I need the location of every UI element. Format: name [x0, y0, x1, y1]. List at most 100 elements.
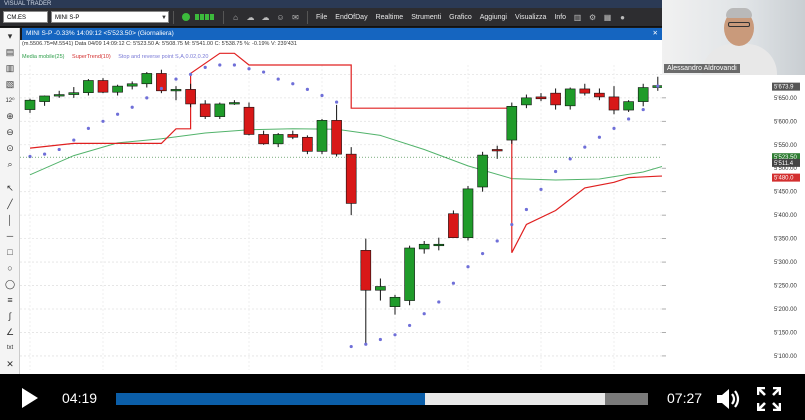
connection-status-icon[interactable]	[195, 12, 217, 23]
cloud-icon[interactable]: ☁	[246, 12, 255, 22]
market-code-field[interactable]: CM.ES	[3, 11, 48, 23]
menu-grafico[interactable]: Grafico	[449, 13, 472, 21]
chart-area[interactable]: (m.5506.75=M.5541) Data 04/09 14:09:12 C…	[20, 40, 693, 374]
sar-point	[539, 187, 543, 191]
candle-body	[506, 105, 518, 141]
presenter-name: Alessandro Aldrovandi	[664, 64, 740, 73]
interval-icon[interactable]: 12⁰	[5, 97, 15, 104]
candle-body	[83, 80, 94, 93]
columns-icon[interactable]: ▧	[5, 78, 15, 89]
candle-body	[185, 89, 196, 105]
main-toolbar: CM.ES MINI S-P ▼ ⌂ ☁ ☁ ☺ ✉ File EndOfDay…	[0, 8, 662, 27]
price-chart[interactable]	[20, 40, 693, 374]
vertical-line-icon[interactable]: │	[7, 215, 13, 225]
user-icon[interactable]: ●	[620, 12, 625, 22]
price-axis[interactable]: 5'650.00 5'600.00 5'550.00 5'500.00 5'450.00…	[662, 75, 805, 375]
volume-icon[interactable]	[716, 387, 742, 411]
sar-point	[349, 344, 353, 349]
candle-body	[608, 96, 620, 111]
menu-visualizza[interactable]: Visualizza	[514, 13, 547, 21]
sar-point	[28, 154, 32, 159]
candle-body	[594, 92, 605, 98]
presenter-hair	[726, 8, 752, 18]
candle	[199, 100, 211, 119]
person-icon[interactable]: ☺	[276, 12, 285, 22]
supertrend-line	[29, 52, 673, 253]
home-icon[interactable]: ⌂	[233, 12, 238, 22]
candle-body	[564, 88, 576, 107]
candle	[389, 294, 401, 315]
freehand-icon[interactable]: ∫	[8, 311, 12, 321]
chart-tab-close-icon[interactable]: ✕	[652, 30, 658, 37]
axis-tick-label: 5'300.00	[774, 260, 797, 266]
ellipse-icon[interactable]: ○	[7, 263, 13, 273]
zoom-out-icon[interactable]: ⊖	[6, 126, 14, 137]
menu-strumenti[interactable]: Strumenti	[411, 13, 442, 21]
cursor-icon[interactable]: ↖	[6, 182, 14, 193]
candle	[477, 151, 488, 192]
menu-endofday[interactable]: EndOfDay	[335, 13, 368, 21]
menu-file[interactable]: File	[316, 13, 328, 21]
angle-icon[interactable]: ∠	[5, 326, 15, 337]
menu-aggiungi[interactable]: Aggiungi	[479, 13, 507, 21]
candle-body	[112, 85, 123, 93]
delete-drawings-icon[interactable]: ✕	[6, 358, 14, 369]
seek-bar[interactable]	[116, 393, 648, 405]
candle-body	[404, 247, 415, 301]
ohlc-info-bar: (m.5506.75=M.5541) Data 04/09 14:09:12 C…	[22, 41, 297, 47]
candle-body	[623, 101, 634, 111]
legend-supertrend[interactable]: SuperTrend(10)	[72, 54, 111, 60]
chart-tab[interactable]: MINI S-P -0.33% 14:09:12 <5'523.50> (Gio…	[22, 28, 662, 40]
fullscreen-icon[interactable]	[757, 387, 781, 411]
sar-point	[72, 138, 76, 142]
sar-point	[43, 152, 47, 156]
collapse-icon[interactable]: ▾	[7, 30, 13, 41]
zoom-in-icon[interactable]: ⊕	[6, 110, 14, 121]
zoom-fit-icon[interactable]: ⊙	[6, 142, 14, 153]
play-icon[interactable]	[20, 388, 40, 408]
fibonacci-icon[interactable]: ≡	[7, 295, 13, 305]
cloud-download-icon[interactable]: ☁	[261, 12, 270, 22]
text-tool-icon[interactable]: txt	[6, 345, 14, 351]
trendline-icon[interactable]: ╱	[7, 198, 13, 209]
sar-point	[232, 63, 236, 67]
candle	[345, 147, 357, 216]
sar-point	[159, 86, 163, 91]
chat-icon[interactable]: ✉	[292, 12, 299, 22]
moving-average-line	[29, 128, 688, 181]
legend-moving-average[interactable]: Media mobile(25)	[22, 54, 65, 60]
sar-point	[320, 93, 324, 98]
candle-body	[68, 92, 80, 95]
horizontal-line-icon[interactable]: ─	[6, 231, 14, 241]
axis-tick-label: 5'100.00	[774, 354, 797, 360]
chevron-down-icon: ▼	[161, 15, 167, 21]
candle	[462, 186, 474, 241]
symbol-selector[interactable]: MINI S-P ▼	[51, 11, 169, 23]
candle	[68, 87, 80, 98]
candle-body	[477, 154, 488, 188]
sar-point	[305, 87, 309, 91]
candle-body	[331, 120, 342, 155]
magnifier-icon[interactable]: ⌕	[7, 158, 13, 169]
sar-point	[145, 96, 149, 100]
start-icon[interactable]	[180, 12, 191, 23]
legend-sar[interactable]: Stop and reverse point S,A,0.02,0.20	[118, 54, 209, 60]
rectangle-icon[interactable]: □	[7, 247, 13, 257]
settings-icon[interactable]: ⚙	[588, 12, 597, 22]
menu-info[interactable]: Info	[554, 13, 567, 21]
symbol-value: MINI S-P	[55, 15, 80, 21]
webcam-video: Alessandro Aldrovandi	[662, 0, 805, 75]
candle-body	[229, 102, 240, 105]
chart-icon[interactable]: ▥	[573, 12, 582, 22]
axis-tick-label: 5'350.00	[774, 237, 797, 243]
candles-icon[interactable]: ▥	[5, 62, 15, 73]
menu-realtime[interactable]: Realtime	[375, 13, 404, 21]
axis-tick-label: 5'500.00	[774, 166, 797, 172]
candle	[302, 135, 313, 155]
calendar-icon[interactable]: ▦	[603, 12, 612, 22]
axis-tick-label: 5'650.00	[774, 96, 797, 102]
circle-icon[interactable]: ◯	[4, 278, 16, 289]
candle	[214, 102, 226, 119]
bar-chart-icon[interactable]: ▤	[5, 46, 15, 57]
